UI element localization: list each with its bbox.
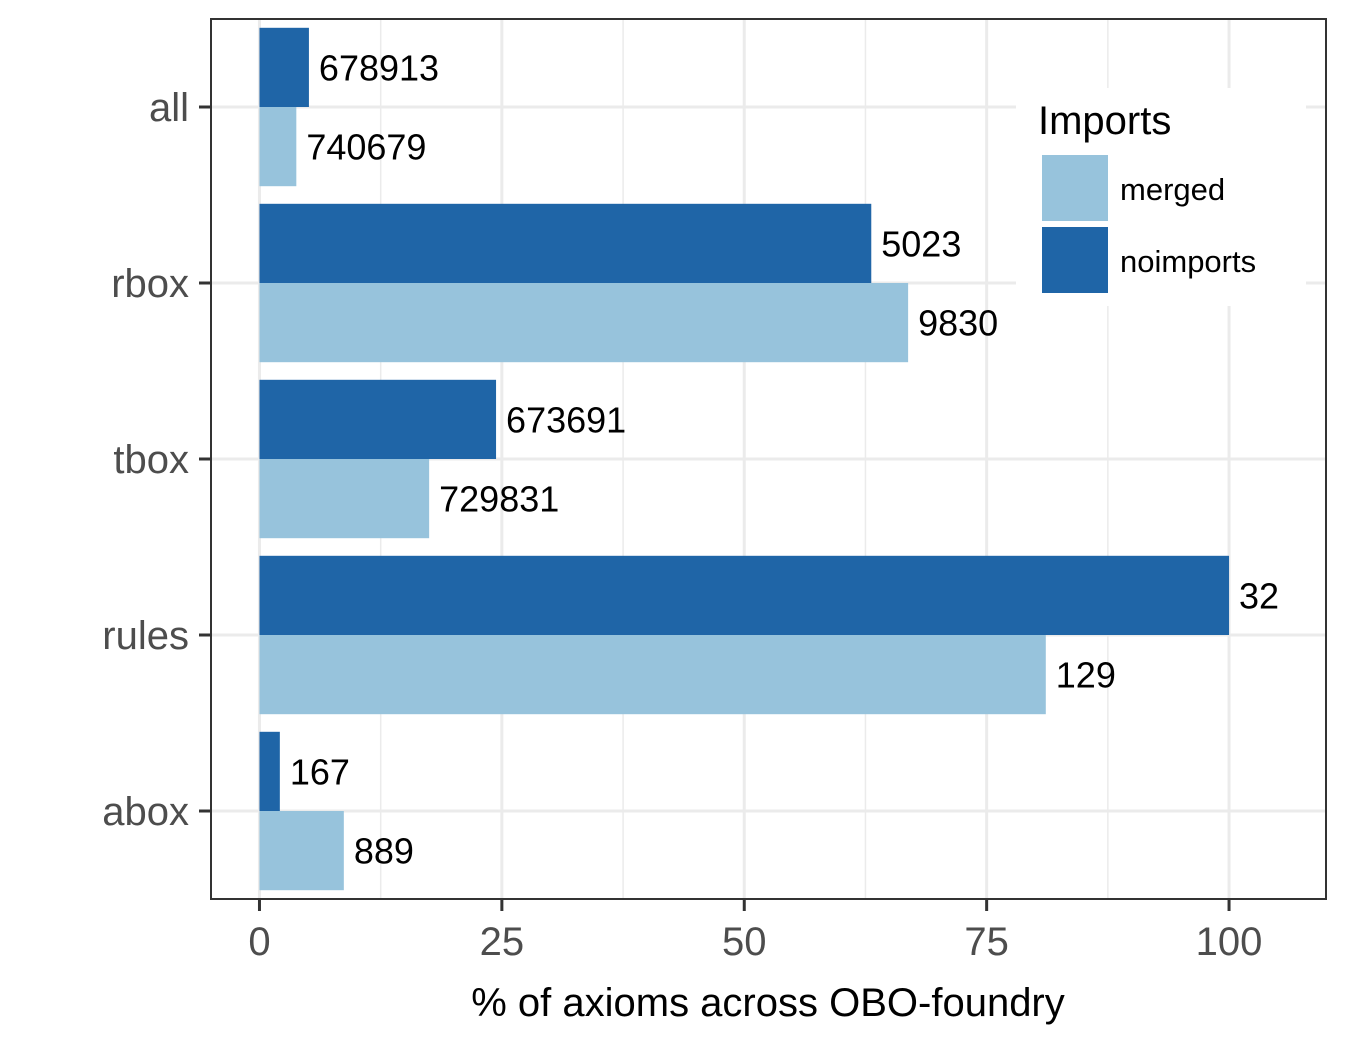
y-tick-label-tbox: tbox [113, 438, 189, 482]
bars [259, 27, 1230, 891]
bar-label-merged-rbox: 9830 [918, 303, 998, 344]
bar-label-merged-all: 740679 [306, 127, 426, 168]
bar-merged-abox [259, 811, 344, 891]
bar-merged-rbox [259, 283, 909, 363]
legend-key-noimports [1042, 227, 1108, 293]
bar-noimports-rbox [259, 203, 872, 283]
y-tick-label-all: all [149, 86, 189, 130]
x-axis-title: % of axioms across OBO-foundry [471, 981, 1065, 1025]
x-tick-label-0: 0 [248, 920, 270, 964]
bar-label-noimports-abox: 167 [290, 751, 350, 792]
bar-label-noimports-rbox: 5023 [881, 223, 961, 264]
y-tick-label-abox: abox [102, 790, 189, 834]
bar-noimports-rules [259, 555, 1230, 635]
legend-label-merged: merged [1120, 172, 1225, 207]
bar-merged-tbox [259, 459, 430, 539]
legend-title: Imports [1038, 99, 1171, 143]
bar-label-merged-tbox: 729831 [439, 479, 559, 520]
x-tick-label-100: 100 [1196, 920, 1263, 964]
legend-label-noimports: noimports [1120, 244, 1256, 279]
y-tick-label-rbox: rbox [111, 262, 189, 306]
bar-merged-all [259, 107, 297, 187]
x-tick-label-75: 75 [964, 920, 1009, 964]
legend-key-merged [1042, 155, 1108, 221]
x-axis: 0 25 50 75 100 [248, 899, 1262, 964]
legend: Imports merged noimports [1016, 88, 1306, 306]
bar-labels: 678913 5023 673691 32 167 740679 9830 729831 129… [290, 47, 1279, 871]
bar-label-noimports-rules: 32 [1239, 575, 1279, 616]
bar-label-noimports-tbox: 673691 [506, 399, 626, 440]
bar-noimports-tbox [259, 379, 497, 459]
y-tick-label-rules: rules [102, 614, 189, 658]
bar-noimports-all [259, 27, 309, 107]
x-tick-label-50: 50 [722, 920, 767, 964]
bar-label-merged-abox: 889 [354, 831, 414, 872]
bar-noimports-abox [259, 731, 280, 811]
bar-merged-rules [259, 635, 1046, 715]
y-axis: all rbox tbox rules abox [102, 86, 211, 834]
bar-label-merged-rules: 129 [1056, 655, 1116, 696]
x-tick-label-25: 25 [480, 920, 525, 964]
bar-label-noimports-all: 678913 [319, 47, 439, 88]
